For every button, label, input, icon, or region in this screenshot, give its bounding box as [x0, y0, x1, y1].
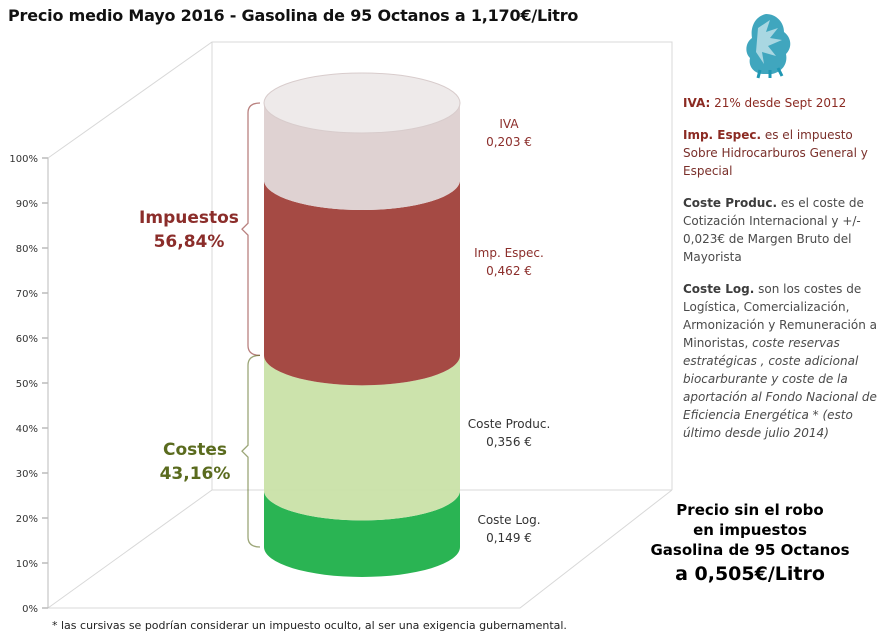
- y-axis: 0% 10% 20% 30% 40% 50% 60% 70% 80% 90% 100%: [9, 154, 49, 615]
- cylinder-segment: [264, 103, 460, 211]
- summary-box: Precio sin el robo en impuestos Gasolina…: [640, 500, 860, 588]
- note-text: es el coste de Cotización Internacional …: [683, 196, 864, 264]
- note-imp: Imp. Espec. es el impuesto Sobre Hidroca…: [683, 126, 881, 180]
- note-log: Coste Log. son los costes de Logística, …: [683, 280, 881, 442]
- group-name: Impuestos: [139, 208, 239, 228]
- cylinder-segment: [264, 180, 460, 386]
- group-brackets: [241, 102, 261, 548]
- segment-name: Imp. Espec.: [474, 246, 544, 260]
- griffin-logo-icon: [746, 14, 791, 79]
- segment-name: Coste Log.: [477, 513, 540, 527]
- group-percent: 56,84%: [153, 232, 225, 252]
- group-label-costes: Costes 43,16%: [130, 438, 260, 486]
- group-bracket: [241, 354, 261, 548]
- y-tick-label: 100%: [9, 154, 38, 165]
- note-key: Imp. Espec.: [683, 128, 762, 142]
- note-italic-text: coste reservas estratégicas , coste adic…: [683, 336, 877, 440]
- y-tick-label: 20%: [16, 514, 38, 525]
- summary-line: en impuestos: [693, 521, 807, 539]
- y-tick-label: 10%: [16, 559, 38, 570]
- stacked-cylinder: [263, 72, 461, 577]
- y-tick-label: 80%: [16, 244, 38, 255]
- group-bracket: [241, 102, 261, 357]
- cylinder-segment: [264, 355, 460, 521]
- note-text: son los costes de Logística, Comercializ…: [683, 282, 877, 350]
- notes-panel: IVA: 21% desde Sept 2012 Imp. Espec. es …: [683, 94, 881, 456]
- cylinder-top-cap: [263, 72, 461, 134]
- group-percent: 43,16%: [159, 464, 231, 484]
- segment-value: 0,203 €: [486, 135, 532, 149]
- note-iva: IVA: 21% desde Sept 2012: [683, 94, 881, 112]
- y-tick-label: 60%: [16, 334, 38, 345]
- y-tick-label: 40%: [16, 424, 38, 435]
- chart-title: Precio medio Mayo 2016 - Gasolina de 95 …: [8, 6, 579, 25]
- segment-name: IVA: [499, 117, 519, 131]
- summary-price: a 0,505€/Litro: [675, 563, 825, 585]
- y-tick-label: 90%: [16, 199, 38, 210]
- note-text: 21% desde Sept 2012: [710, 96, 847, 110]
- summary-line: Gasolina de 95 Octanos: [650, 541, 850, 559]
- segment-value: 0,356 €: [486, 435, 532, 449]
- note-key: IVA:: [683, 96, 711, 110]
- y-tick-label: 0%: [22, 604, 38, 615]
- segment-name: Coste Produc.: [468, 417, 551, 431]
- y-tick-label: 30%: [16, 469, 38, 480]
- note-prod: Coste Produc. es el coste de Cotización …: [683, 194, 881, 266]
- note-text: es el impuesto Sobre Hidrocarburos Gener…: [683, 128, 868, 178]
- y-tick-label: 50%: [16, 379, 38, 390]
- segment-value: 0,149 €: [486, 531, 532, 545]
- segment-labels: Coste Log. 0,149 € Coste Produc. 0,356 € Imp…: [468, 117, 551, 545]
- note-key: Coste Produc.: [683, 196, 778, 210]
- cylinder-segment: [264, 490, 460, 577]
- segment-value: 0,462 €: [486, 264, 532, 278]
- footnote: * las cursivas se podrían considerar un …: [52, 619, 567, 632]
- note-key: Coste Log.: [683, 282, 755, 296]
- y-tick-label: 70%: [16, 289, 38, 300]
- group-label-impuestos: Impuestos 56,84%: [124, 206, 254, 254]
- group-name: Costes: [162, 440, 228, 460]
- summary-line: Precio sin el robo: [676, 501, 824, 519]
